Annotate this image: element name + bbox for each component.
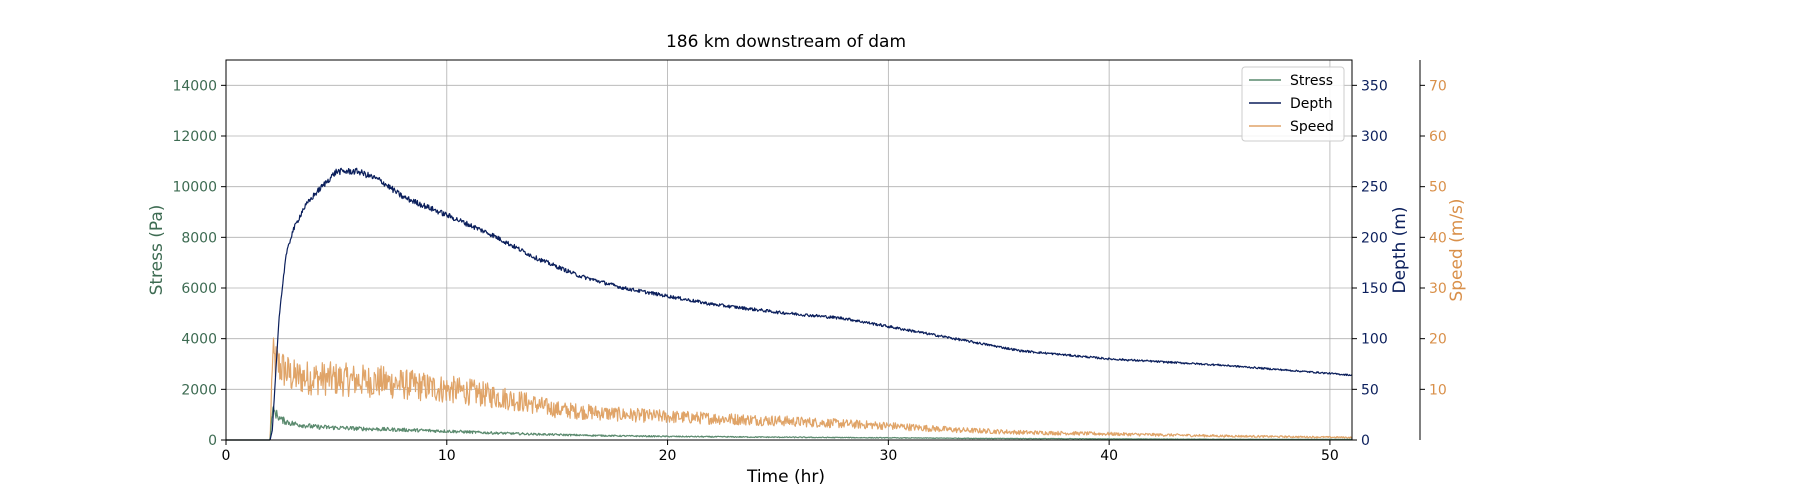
depth-tick-label: 50	[1361, 382, 1379, 398]
stress-tick-label: 8000	[181, 230, 217, 246]
speed-tick-label: 10	[1429, 382, 1447, 398]
legend-label-speed: Speed	[1290, 119, 1334, 135]
stress-axis-label: Stress (Pa)	[147, 205, 167, 296]
legend-label-depth: Depth	[1290, 96, 1333, 112]
stress-tick-label: 10000	[172, 180, 217, 196]
stress-tick-label: 6000	[181, 281, 217, 297]
depth-tick-label: 200	[1361, 230, 1388, 246]
depth-tick-label: 250	[1361, 180, 1388, 196]
x-tick-label: 10	[438, 448, 456, 464]
speed-tick-label: 20	[1429, 332, 1447, 348]
series-line-stress	[226, 405, 1352, 441]
series-line-speed	[226, 337, 1353, 441]
depth-tick-label: 300	[1361, 129, 1388, 145]
depth-tick-label: 0	[1361, 433, 1370, 449]
speed-tick-label: 30	[1429, 281, 1447, 297]
x-axis-label: Time (hr)	[746, 467, 825, 487]
speed-axis-label: Speed (m/s)	[1447, 198, 1467, 301]
speed-tick-label: 60	[1429, 129, 1447, 145]
chart-title: 186 km downstream of dam	[666, 32, 906, 52]
plot-frame	[225, 59, 1353, 441]
legend-label-stress: Stress	[1290, 73, 1333, 89]
stress-tick-label: 12000	[172, 129, 217, 145]
legend-box	[1241, 66, 1345, 142]
stress-axis: 0 2000 4000 6000 8000 10000 12000 14000	[172, 78, 226, 449]
x-tick-label: 50	[1321, 448, 1339, 464]
depth-axis: 0 50 100 150 200 250 300 350	[1352, 78, 1388, 449]
x-axis: 0 10 20 30 40 50	[222, 440, 1339, 464]
speed-tick-label: 50	[1429, 180, 1447, 196]
speed-tick-label: 70	[1429, 78, 1447, 94]
depth-tick-label: 150	[1361, 281, 1388, 297]
x-tick-label: 30	[879, 448, 897, 464]
stress-tick-label: 2000	[181, 382, 217, 398]
x-tick-label: 20	[659, 448, 677, 464]
speed-tick-label: 40	[1429, 230, 1447, 246]
stress-tick-label: 4000	[181, 332, 217, 348]
depth-tick-label: 350	[1361, 78, 1388, 94]
x-tick-label: 0	[222, 448, 231, 464]
depth-tick-label: 100	[1361, 332, 1388, 348]
stress-tick-label: 14000	[172, 78, 217, 94]
x-tick-label: 40	[1100, 448, 1118, 464]
legend: Stress Depth Speed	[1241, 66, 1345, 142]
series-layer	[226, 167, 1353, 441]
stress-tick-label: 0	[208, 433, 217, 449]
speed-axis: 10 20 30 40 50 60 70	[1419, 60, 1447, 440]
depth-axis-label: Depth (m)	[1390, 206, 1410, 293]
series-line-depth	[226, 167, 1353, 441]
